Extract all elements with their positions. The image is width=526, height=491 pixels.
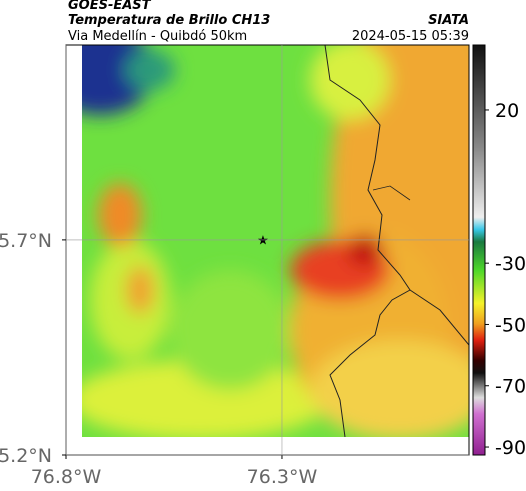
- colorbar-tick-label: -30: [495, 253, 526, 275]
- x-tick-label: 76.3°W: [247, 466, 318, 488]
- subtitle: Temperatura de Brillo CH13: [68, 13, 270, 28]
- y-tick-label: 5.2°N: [0, 445, 52, 467]
- colorbar-tick-label: -70: [495, 376, 526, 398]
- colorbar-tick-label: -90: [495, 437, 526, 459]
- location-marker: ★: [257, 234, 269, 249]
- colorbar-tick-label: -50: [495, 314, 526, 336]
- x-tick-label: 76.8°W: [31, 466, 102, 488]
- satellite-image: [82, 45, 469, 437]
- title: GOES-EAST: [68, 0, 152, 13]
- region: Via Medellín - Quibdó 50km: [68, 29, 247, 44]
- y-tick-label: 5.7°N: [0, 230, 52, 252]
- source: SIATA: [428, 13, 469, 28]
- timestamp: 2024-05-15 05:39: [352, 29, 469, 44]
- colorbar-tick-label: 20: [495, 100, 519, 122]
- colorbar: [472, 44, 486, 456]
